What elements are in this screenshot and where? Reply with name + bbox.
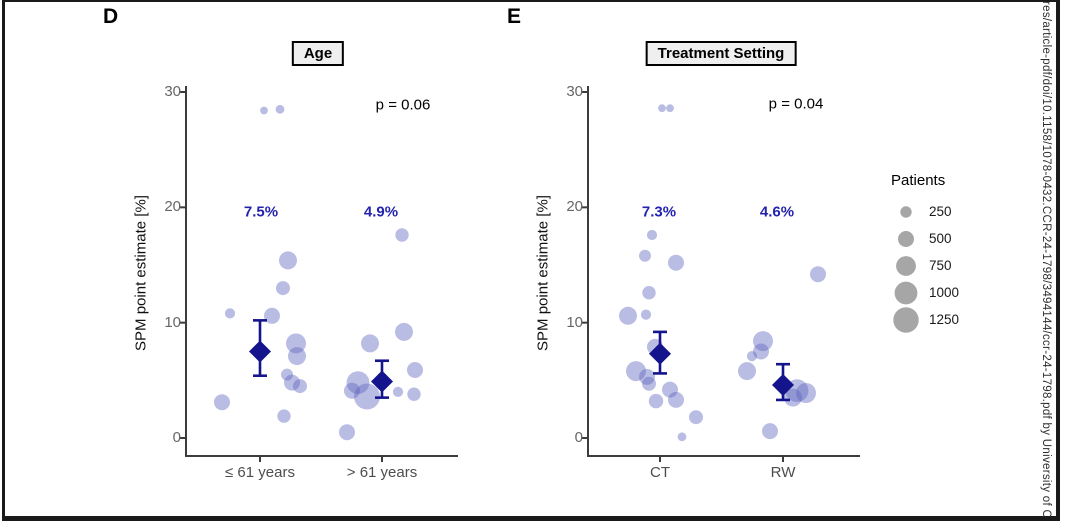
legend-label-500: 500 bbox=[929, 231, 952, 246]
panel-d-pvalue: p = 0.06 bbox=[375, 96, 431, 114]
panel-d-group2-mean-label: 4.9% bbox=[363, 203, 399, 221]
panel-e-ytick-10: 10 bbox=[566, 314, 583, 331]
panel-e-label: E bbox=[507, 5, 522, 28]
panel-d-ytick-10: 10 bbox=[164, 314, 181, 331]
panel-e-ytick-30: 30 bbox=[566, 83, 583, 100]
panel-d-ytick-0: 0 bbox=[172, 429, 181, 446]
panel-e-pvalue: p = 0.04 bbox=[768, 95, 824, 113]
pdf-watermark-text: res/article-pdf/doi/10.1158/1078-0432.CC… bbox=[1040, 1, 1052, 519]
legend-label-1250: 1250 bbox=[929, 312, 960, 327]
panel-e-ytick-20: 20 bbox=[566, 198, 583, 215]
legend-label-750: 750 bbox=[929, 258, 952, 273]
panel-e-ytick-0: 0 bbox=[574, 429, 583, 446]
panel-e-ylabel-wrap: SPM point estimate [%] bbox=[535, 195, 699, 351]
panel-e-xlabel-group2: RW bbox=[770, 464, 796, 481]
legend-label-1000: 1000 bbox=[929, 285, 960, 300]
panel-e-ylabel: SPM point estimate [%] bbox=[534, 195, 552, 351]
panel-d-ylabel: SPM point estimate [%] bbox=[132, 195, 150, 351]
panel-d-ylabel-wrap: SPM point estimate [%] bbox=[133, 195, 297, 351]
panel-e-xlabel-group1: CT bbox=[650, 464, 670, 481]
panel-d-label: D bbox=[103, 5, 119, 28]
panel-e-group1-mean-label: 7.3% bbox=[641, 203, 677, 221]
panel-d-ytick-30: 30 bbox=[164, 83, 181, 100]
figure-border bbox=[2, 0, 1060, 521]
panel-d-xlabel-group2: > 61 years bbox=[346, 464, 418, 481]
panel-e-group2-mean-label: 4.6% bbox=[759, 203, 795, 221]
panel-d-group1-mean-label: 7.5% bbox=[243, 203, 279, 221]
panel-d-title: Age bbox=[291, 41, 345, 66]
panel-e-title: Treatment Setting bbox=[645, 41, 797, 66]
panel-d-xlabel-group1: ≤ 61 years bbox=[225, 464, 295, 481]
legend-title: Patients bbox=[891, 172, 946, 189]
panel-d-ytick-20: 20 bbox=[164, 198, 181, 215]
legend-label-250: 250 bbox=[929, 204, 952, 219]
